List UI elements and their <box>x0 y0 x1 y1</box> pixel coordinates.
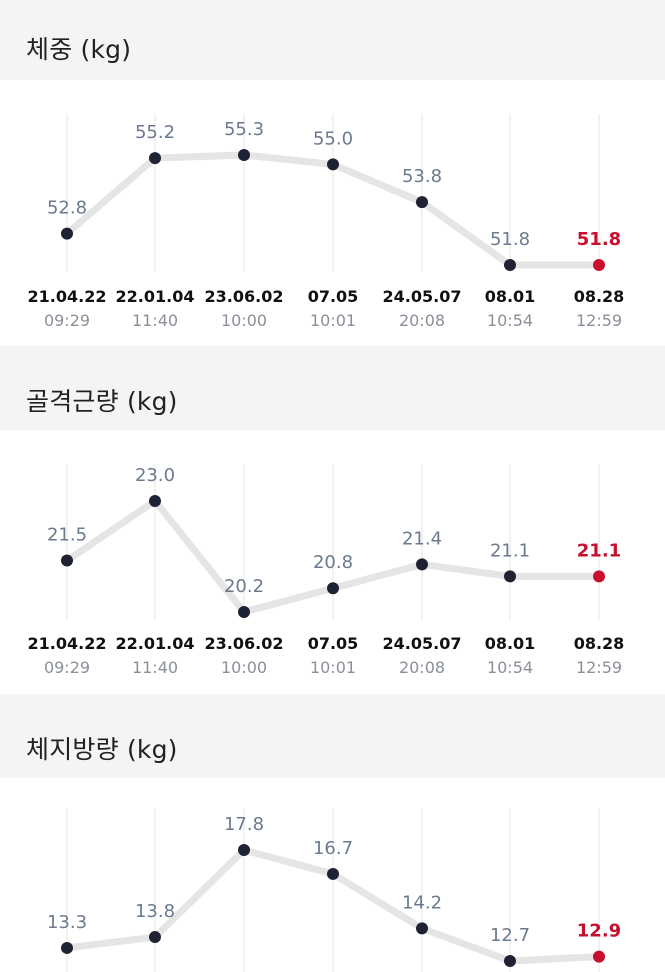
data-point[interactable] <box>504 955 516 967</box>
data-point[interactable] <box>61 227 73 240</box>
data-point-latest[interactable] <box>593 570 605 583</box>
data-label: 12.9 <box>577 921 621 942</box>
data-label: 51.8 <box>490 229 530 250</box>
data-point[interactable] <box>149 931 161 944</box>
x-tick-time: 11:40 <box>132 311 178 330</box>
x-tick-time: 11:40 <box>132 658 178 677</box>
fat-chart-panel: 13.3 13.8 17.8 16.7 14.2 12.7 12.9 <box>0 778 665 972</box>
data-point[interactable] <box>327 582 339 595</box>
data-point[interactable] <box>327 158 339 171</box>
data-label: 21.1 <box>490 540 530 561</box>
x-tick-date: 21.04.22 <box>28 634 107 653</box>
data-point[interactable] <box>149 152 161 165</box>
x-tick-date: 21.04.22 <box>28 287 107 306</box>
data-point[interactable] <box>238 606 250 618</box>
x-tick-date: 24.05.07 <box>383 634 462 653</box>
data-label: 51.8 <box>577 229 621 250</box>
x-tick-time: 10:00 <box>221 311 267 330</box>
x-tick-date: 08.28 <box>574 634 625 653</box>
data-label: 21.5 <box>47 524 87 545</box>
x-tick-time: 12:59 <box>576 311 622 330</box>
data-label: 16.7 <box>313 838 353 859</box>
data-label: 55.0 <box>313 128 353 149</box>
data-label: 13.8 <box>135 901 175 922</box>
data-label: 21.1 <box>577 540 621 561</box>
data-point[interactable] <box>416 558 428 571</box>
data-label: 55.3 <box>224 119 264 140</box>
x-tick-date: 23.06.02 <box>205 634 284 653</box>
data-label: 52.8 <box>47 198 87 219</box>
fat-chart: 13.3 13.8 17.8 16.7 14.2 12.7 12.9 <box>47 808 621 972</box>
data-point[interactable] <box>504 259 516 271</box>
fat-section-header: 체지방량 (kg) <box>0 694 665 774</box>
data-label: 21.4 <box>402 528 442 549</box>
muscle-section-title: 골격근량 (kg) <box>26 387 178 416</box>
data-point[interactable] <box>416 922 428 935</box>
x-tick-date: 24.05.07 <box>383 287 462 306</box>
x-tick-time: 10:54 <box>487 311 533 330</box>
x-tick-time: 20:08 <box>399 311 445 330</box>
x-tick-time: 10:01 <box>310 658 356 677</box>
x-tick-time: 09:29 <box>44 658 90 677</box>
x-tick-date: 22.01.04 <box>116 634 195 653</box>
data-label: 17.8 <box>224 814 264 835</box>
data-point-latest[interactable] <box>593 259 605 271</box>
x-tick-date: 23.06.02 <box>205 287 284 306</box>
data-point[interactable] <box>238 149 250 161</box>
x-tick-time: 10:01 <box>310 311 356 330</box>
x-tick-date: 08.01 <box>485 634 536 653</box>
weight-section-title: 체중 (kg) <box>26 35 132 64</box>
data-point[interactable] <box>61 941 73 954</box>
x-tick-date: 22.01.04 <box>116 287 195 306</box>
x-tick-time: 12:59 <box>576 658 622 677</box>
weight-chart-panel: 52.8 55.2 55.3 55.0 53.8 51.8 51.8 21.04.22 09:2… <box>0 80 665 346</box>
data-label: 12.7 <box>490 925 530 946</box>
data-point[interactable] <box>238 844 250 856</box>
data-label: 14.2 <box>402 892 442 913</box>
weight-section-header: 체중 (kg) <box>0 0 665 80</box>
x-tick-time: 10:00 <box>221 658 267 677</box>
data-point-latest[interactable] <box>593 950 605 963</box>
fat-section-title: 체지방량 (kg) <box>26 735 178 764</box>
data-label: 13.3 <box>47 912 87 933</box>
x-tick-time: 09:29 <box>44 311 90 330</box>
muscle-chart-panel: 21.5 23.0 20.2 20.8 21.4 21.1 21.1 21.04.22 09:2… <box>0 430 665 694</box>
x-tick-date: 07.05 <box>308 287 359 306</box>
weight-chart: 52.8 55.2 55.3 55.0 53.8 51.8 51.8 21.04.22 09:2… <box>28 114 625 330</box>
x-tick-date: 08.01 <box>485 287 536 306</box>
data-point[interactable] <box>504 570 516 583</box>
data-label: 55.2 <box>135 122 175 143</box>
data-point[interactable] <box>149 495 161 507</box>
x-tick-time: 20:08 <box>399 658 445 677</box>
data-point[interactable] <box>416 196 428 209</box>
x-tick-date: 07.05 <box>308 634 359 653</box>
data-point[interactable] <box>61 554 73 567</box>
x-tick-time: 10:54 <box>487 658 533 677</box>
muscle-section-header: 골격근량 (kg) <box>0 346 665 426</box>
data-label: 20.2 <box>224 576 264 597</box>
data-label: 53.8 <box>402 166 442 187</box>
data-point[interactable] <box>327 867 339 880</box>
x-tick-date: 08.28 <box>574 287 625 306</box>
data-label: 20.8 <box>313 552 353 573</box>
muscle-chart: 21.5 23.0 20.2 20.8 21.4 21.1 21.1 21.04.22 09:2… <box>28 464 625 677</box>
data-label: 23.0 <box>135 465 175 486</box>
